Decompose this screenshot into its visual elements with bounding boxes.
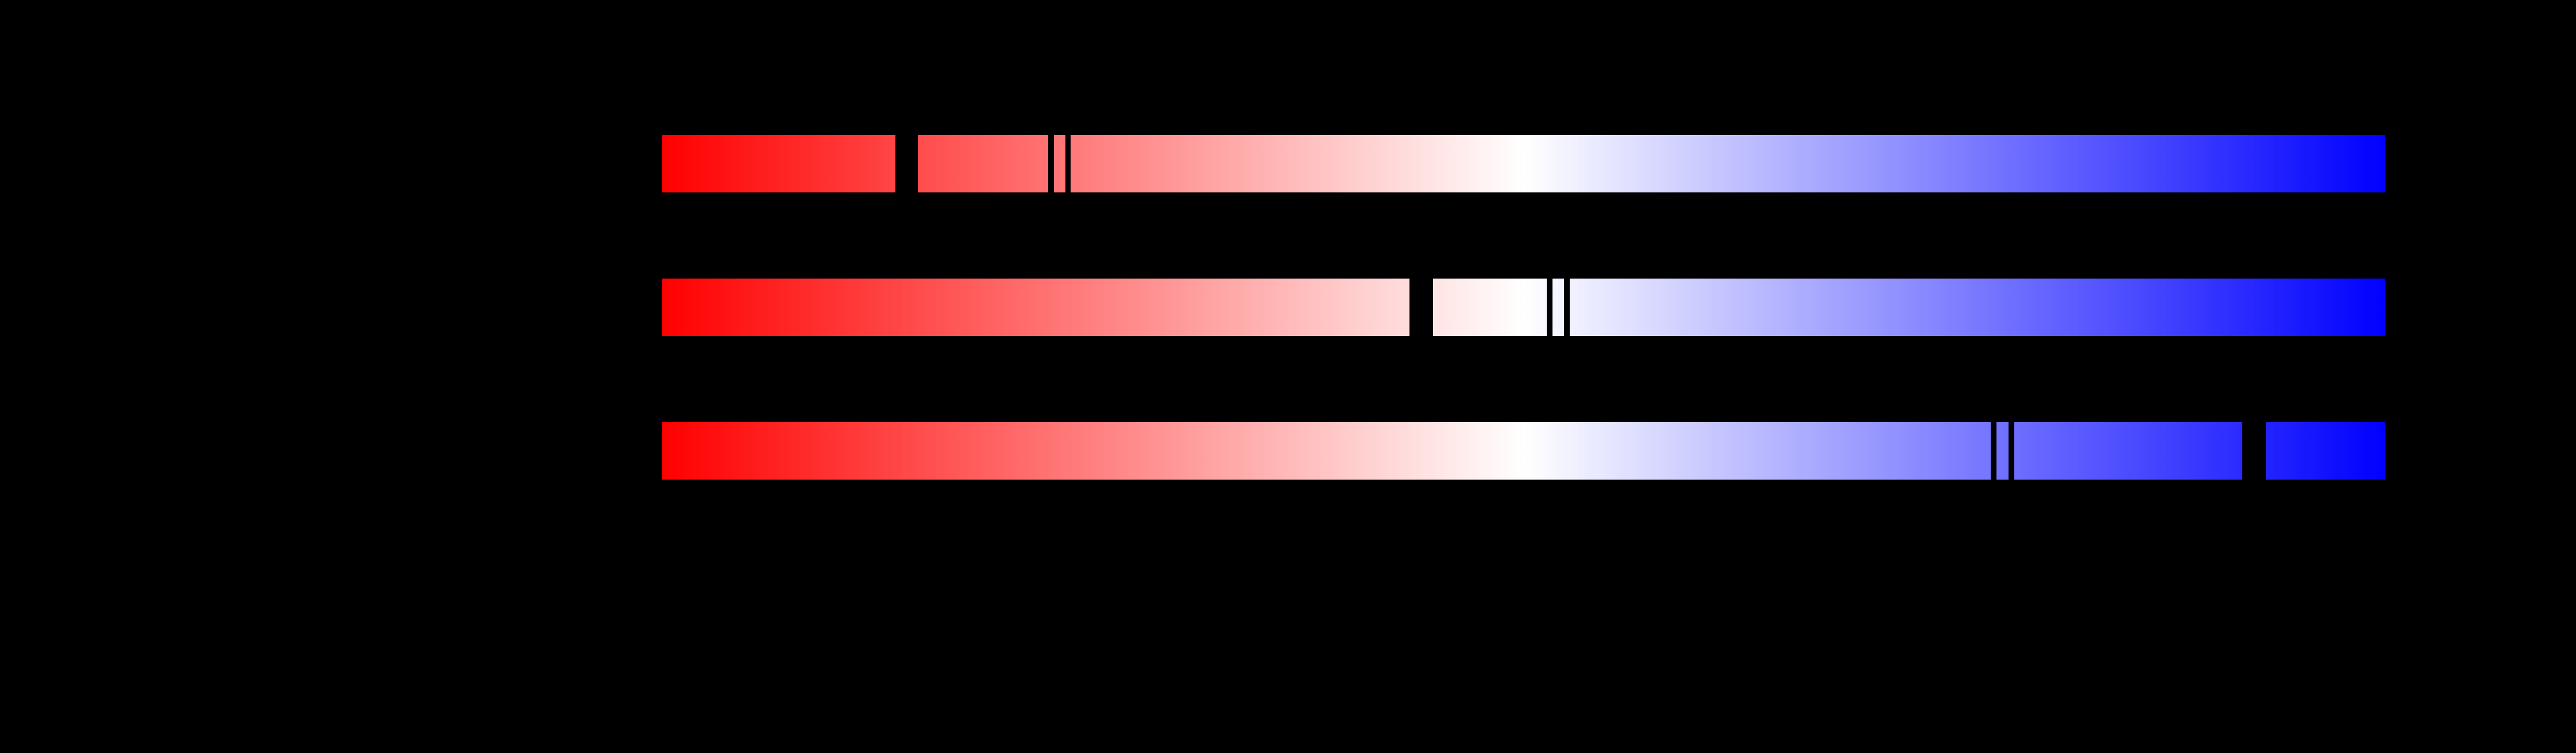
gradient-bar-strip-1 [662,135,2385,192]
thin-tick-marker [2009,422,2014,480]
thin-tick-marker [1547,279,1552,336]
wide-gap-marker [1409,279,1433,336]
thin-tick-marker [1065,135,1071,192]
wide-gap-marker [2242,422,2266,480]
thin-tick-marker [1048,135,1054,192]
gradient-bar-strip-2 [662,279,2385,336]
wide-gap-marker [895,135,918,192]
thin-tick-marker [1991,422,1996,480]
thin-tick-marker [1564,279,1570,336]
gradient-bar-strip-3 [662,422,2385,480]
